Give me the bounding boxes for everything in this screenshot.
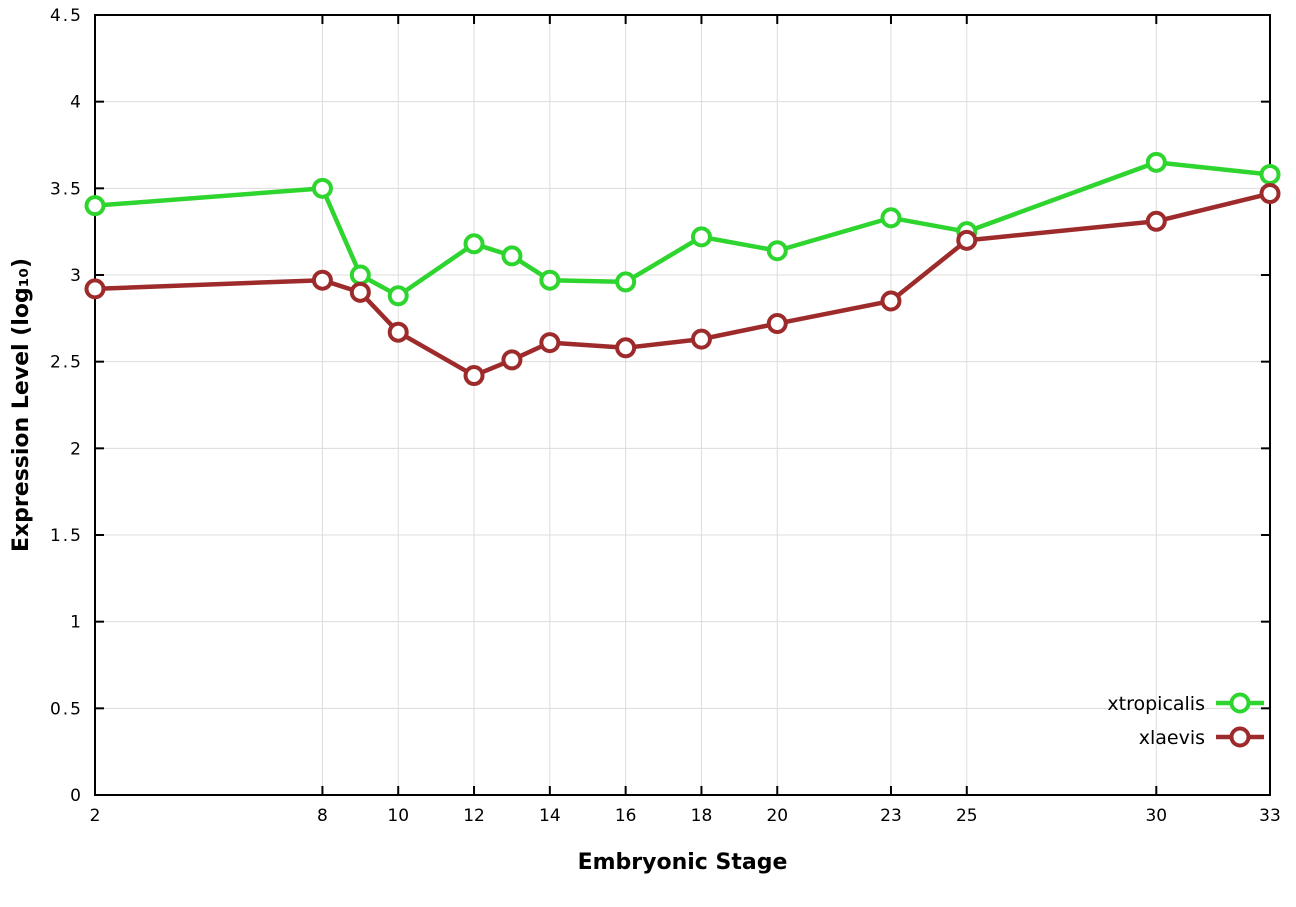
data-point-xtropicalis xyxy=(615,271,637,293)
y-tick-label: 4.5 xyxy=(50,6,83,26)
data-point-xtropicalis xyxy=(387,285,409,307)
data-point-xtropicalis xyxy=(766,240,788,262)
data-point-xtropicalis xyxy=(311,177,333,199)
x-tick-label: 30 xyxy=(1145,806,1167,826)
x-tick-label: 8 xyxy=(317,806,328,826)
x-tick-label: 18 xyxy=(691,806,713,826)
x-tick-label: 33 xyxy=(1259,806,1281,826)
data-point-xlaevis xyxy=(539,332,561,354)
data-point-xtropicalis xyxy=(1259,163,1281,185)
y-tick-label: 2.5 xyxy=(50,353,83,373)
data-point-xtropicalis xyxy=(501,245,523,267)
x-axis-label: Embryonic Stage xyxy=(578,850,788,875)
x-tick-label: 23 xyxy=(880,806,902,826)
y-tick-label: 1.5 xyxy=(50,526,83,546)
data-point-xlaevis xyxy=(766,313,788,335)
data-point-xlaevis xyxy=(615,337,637,359)
x-tick-label: 20 xyxy=(766,806,788,826)
x-tick-label: 25 xyxy=(956,806,978,826)
data-point-xlaevis xyxy=(880,290,902,312)
x-tick-label: 2 xyxy=(90,806,101,826)
x-tick-label: 14 xyxy=(539,806,561,826)
data-point-xlaevis xyxy=(387,321,409,343)
data-point-xtropicalis xyxy=(539,269,561,291)
legend-marker-xlaevis xyxy=(1229,726,1251,748)
data-point-xtropicalis xyxy=(463,233,485,255)
data-point-xtropicalis xyxy=(880,207,902,229)
data-point-xlaevis xyxy=(463,365,485,387)
legend-marker-xtropicalis xyxy=(1229,692,1251,714)
data-point-xlaevis xyxy=(1145,210,1167,232)
data-point-xlaevis xyxy=(1259,183,1281,205)
y-axis-label: Expression Level (log₁₀) xyxy=(9,258,34,552)
data-point-xlaevis xyxy=(501,349,523,371)
data-point-xlaevis xyxy=(349,281,371,303)
data-point-xtropicalis xyxy=(1145,151,1167,173)
data-point-xtropicalis xyxy=(349,264,371,286)
x-tick-label: 10 xyxy=(387,806,409,826)
data-point-xlaevis xyxy=(84,278,106,300)
x-tick-label: 12 xyxy=(463,806,485,826)
y-tick-label: 2 xyxy=(70,439,83,459)
legend-label-xtropicalis: xtropicalis xyxy=(1107,693,1205,715)
data-point-xlaevis xyxy=(690,328,712,350)
x-tick-label: 16 xyxy=(615,806,637,826)
plot-border xyxy=(94,14,1271,796)
y-tick-label: 4 xyxy=(70,93,83,113)
data-point-xtropicalis xyxy=(690,226,712,248)
y-tick-label: 0.5 xyxy=(50,699,83,719)
data-point-xlaevis xyxy=(956,229,978,251)
y-tick-label: 3 xyxy=(70,266,83,286)
legend-label-xlaevis: xlaevis xyxy=(1139,727,1205,749)
data-point-xtropicalis xyxy=(84,195,106,217)
y-tick-label: 1 xyxy=(70,613,83,633)
y-tick-label: 0 xyxy=(70,786,83,806)
y-tick-label: 3.5 xyxy=(50,179,83,199)
data-point-xlaevis xyxy=(311,269,333,291)
